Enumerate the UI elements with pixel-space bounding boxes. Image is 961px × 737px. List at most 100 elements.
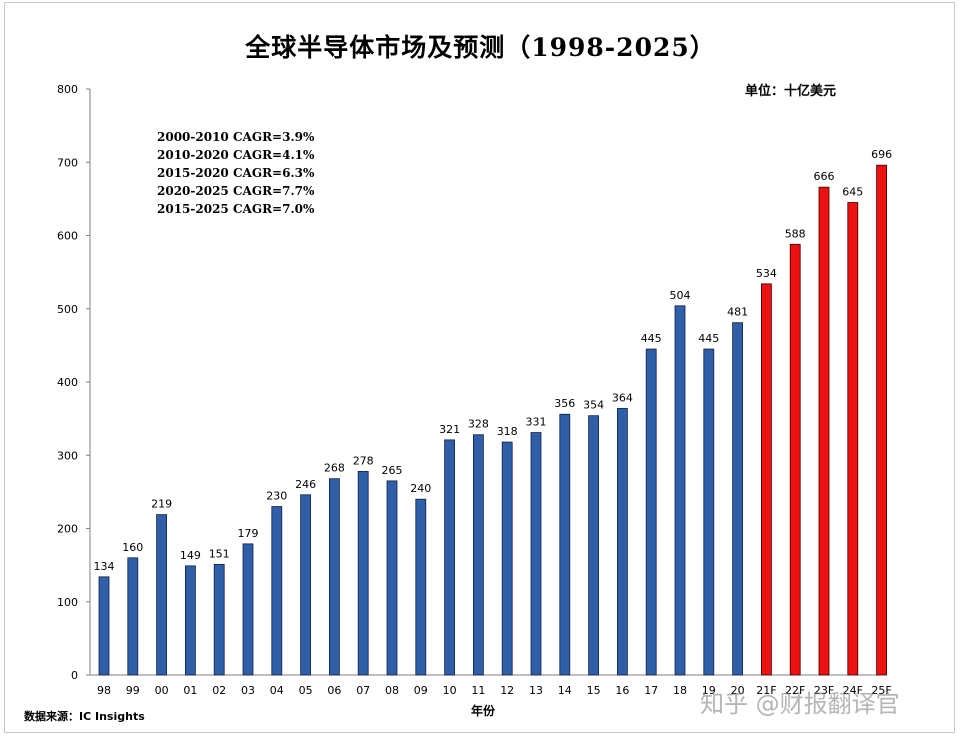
- x-tick-label: 12: [500, 684, 514, 697]
- x-tick-label: 06: [327, 684, 341, 697]
- bar: [213, 563, 225, 676]
- data-label: 149: [180, 549, 201, 562]
- source-note: 数据来源：IC Insights: [24, 710, 145, 723]
- bar: [530, 432, 542, 676]
- y-tick-label: 400: [57, 376, 78, 389]
- data-label: 318: [497, 425, 518, 438]
- data-label: 134: [94, 560, 115, 573]
- y-tick-label: 500: [57, 303, 78, 316]
- cagr-line: 2015-2025 CAGR=7.0%: [157, 202, 315, 216]
- bar: [386, 480, 398, 676]
- data-label: 364: [612, 391, 633, 404]
- bar: [127, 557, 139, 676]
- bar: [98, 576, 110, 676]
- cagr-line: 2015-2020 CAGR=6.3%: [157, 166, 315, 180]
- x-tick-label: 99: [126, 684, 140, 697]
- bar: [847, 202, 859, 676]
- data-label: 645: [842, 186, 863, 199]
- x-tick-label: 11: [471, 684, 485, 697]
- x-tick-label: 14: [558, 684, 572, 697]
- x-tick-label: 16: [615, 684, 629, 697]
- data-label: 230: [266, 490, 287, 503]
- bar: [789, 243, 801, 676]
- data-label: 354: [583, 399, 604, 412]
- data-label: 445: [698, 332, 719, 345]
- y-tick-label: 200: [57, 523, 78, 536]
- data-label: 328: [468, 418, 489, 431]
- x-tick-label: 22F: [785, 684, 805, 697]
- y-tick-label: 700: [57, 156, 78, 169]
- bar: [415, 498, 427, 676]
- bar: [703, 348, 715, 676]
- y-tick-label: 100: [57, 596, 78, 609]
- x-tick-label: 01: [183, 684, 197, 697]
- x-tick-label: 09: [414, 684, 428, 697]
- x-tick-label: 17: [644, 684, 658, 697]
- x-tick-label: 18: [673, 684, 687, 697]
- x-tick-label: 19: [702, 684, 716, 697]
- data-label: 534: [756, 267, 777, 280]
- data-label: 321: [439, 423, 460, 436]
- x-tick-label: 07: [356, 684, 370, 697]
- chart-title: 全球半导体市场及预测（1998-2025）: [245, 33, 716, 62]
- x-tick-label: 05: [299, 684, 313, 697]
- x-tick-label: 25F: [871, 684, 891, 697]
- data-label: 504: [670, 289, 691, 302]
- data-label: 246: [295, 478, 316, 491]
- cagr-line: 2020-2025 CAGR=7.7%: [157, 184, 315, 198]
- data-label: 666: [814, 170, 835, 183]
- data-label: 331: [526, 416, 547, 429]
- bar: [300, 494, 312, 676]
- bar: [732, 322, 743, 676]
- watermark: 知乎 @财报翻译官: [700, 690, 900, 718]
- data-label: 240: [410, 482, 431, 495]
- x-tick-label: 15: [587, 684, 601, 697]
- cagr-line: 2010-2020 CAGR=4.1%: [157, 148, 315, 162]
- data-label: 356: [554, 397, 575, 410]
- bar: [645, 348, 657, 676]
- data-label: 160: [122, 541, 143, 554]
- bar: [588, 415, 599, 676]
- data-label: 588: [785, 227, 806, 240]
- data-label: 268: [324, 462, 345, 475]
- bar: [876, 164, 887, 676]
- data-label: 445: [641, 332, 662, 345]
- bar: [617, 407, 628, 676]
- bar: [501, 441, 513, 676]
- y-tick-label: 800: [57, 83, 78, 96]
- cagr-annotations: 2000-2010 CAGR=3.9% 2010-2020 CAGR=4.1% …: [157, 128, 314, 218]
- x-tick-label: 00: [155, 684, 169, 697]
- data-label: 696: [871, 148, 892, 161]
- bar: [761, 283, 772, 676]
- data-label: 265: [382, 464, 403, 477]
- x-tick-label: 98: [97, 684, 111, 697]
- bar: [472, 434, 484, 676]
- y-tick-label: 300: [57, 449, 78, 462]
- y-tick-label: 0: [71, 669, 78, 682]
- bar: [357, 470, 369, 676]
- unit-label: 单位：十亿美元: [745, 84, 837, 99]
- bar: [328, 478, 340, 676]
- bar: [271, 506, 283, 676]
- chart-frame: [4, 2, 955, 733]
- data-label: 481: [727, 306, 748, 319]
- bar: [242, 543, 254, 676]
- x-tick-label: 13: [529, 684, 543, 697]
- x-tick-label: 02: [212, 684, 226, 697]
- data-label: 151: [209, 547, 230, 560]
- bar: [818, 186, 830, 676]
- x-tick-label: 04: [270, 684, 284, 697]
- x-tick-label: 20: [731, 684, 745, 697]
- x-axis-label: 年份: [471, 704, 496, 718]
- y-tick-label: 600: [57, 230, 78, 243]
- bar: [559, 413, 571, 676]
- x-tick-label: 10: [443, 684, 457, 697]
- bar: [156, 514, 168, 676]
- x-tick-label: 24F: [843, 684, 863, 697]
- x-tick-label: 21F: [756, 684, 776, 697]
- data-label: 278: [353, 454, 374, 467]
- x-tick-label: 08: [385, 684, 399, 697]
- bar: [184, 565, 196, 676]
- data-label: 179: [238, 527, 259, 540]
